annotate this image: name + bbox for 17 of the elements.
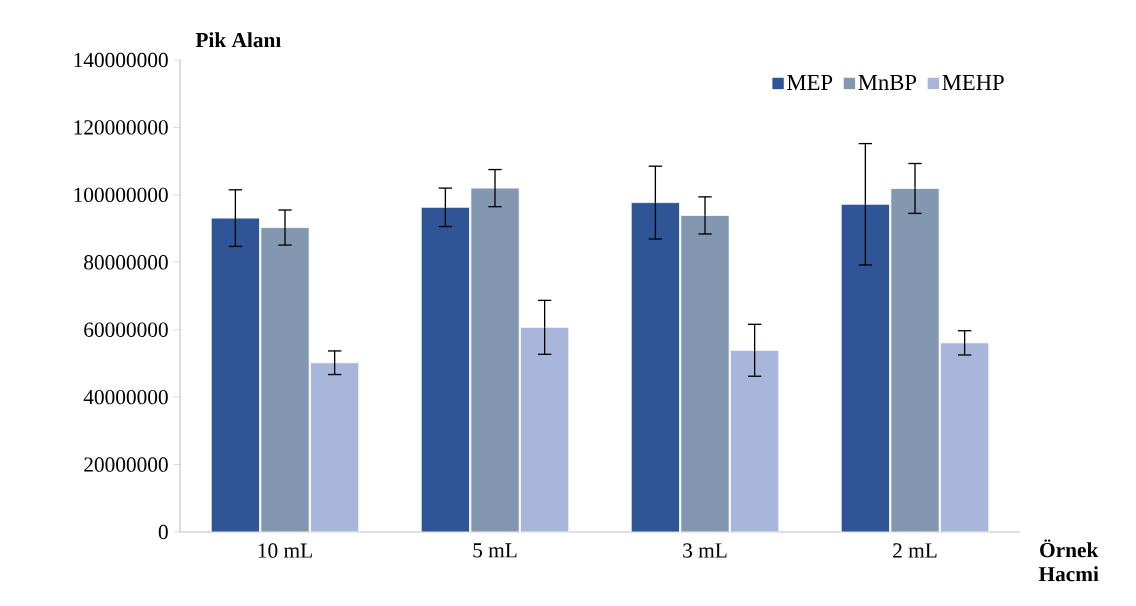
y-tick-label: 40000000 (83, 389, 168, 405)
y-axis-title: Pik Alanı (195, 32, 281, 48)
y-tick-label: 0 (158, 524, 168, 540)
y-tick-label: 140000000 (74, 52, 168, 68)
x-tick-label: 2 mL (893, 543, 937, 558)
y-tick-label: 20000000 (84, 457, 168, 472)
legend-label: MEHP (942, 75, 1004, 90)
x-tick-label: 3 mL (683, 543, 727, 558)
y-tick-label: 60000000 (84, 322, 168, 337)
x-axis-title: Örnek Hacmi (1038, 539, 1099, 582)
y-tick-label: 100000000 (74, 187, 168, 203)
legend-label: MEP (787, 75, 833, 90)
legend-label: MnBP (858, 75, 917, 90)
x-tick-label: 10 mL (258, 543, 312, 558)
y-tick-label: 80000000 (84, 255, 168, 270)
y-tick-label: 120000000 (74, 120, 168, 135)
x-tick-label: 5 mL (473, 543, 517, 558)
